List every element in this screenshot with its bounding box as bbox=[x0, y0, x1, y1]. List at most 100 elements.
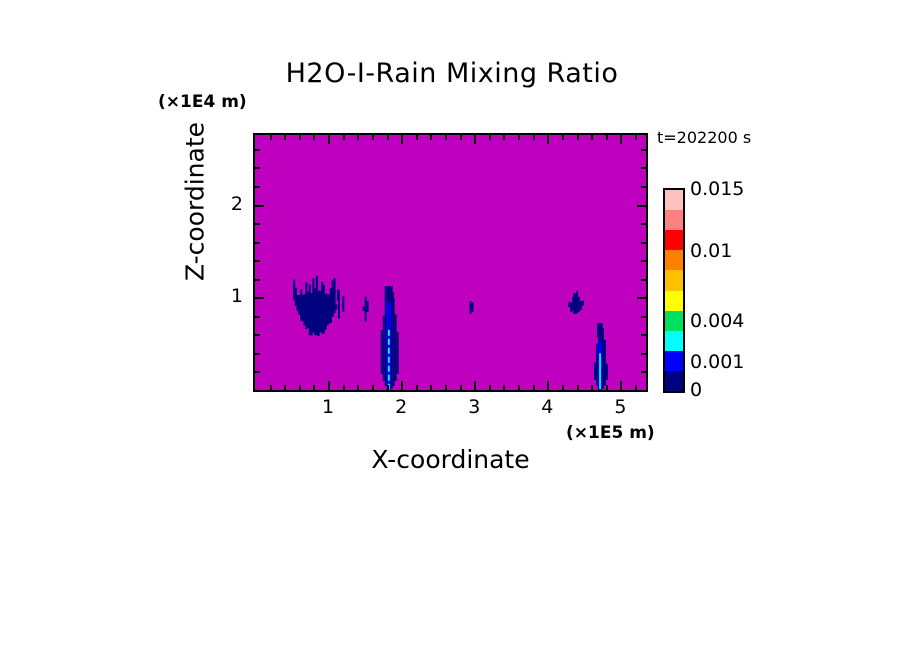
x-minor-tick bbox=[342, 385, 345, 390]
y-minor-tick bbox=[255, 186, 260, 188]
x-minor-tick bbox=[459, 385, 462, 390]
x-minor-tick bbox=[488, 385, 491, 390]
x-major-tick bbox=[547, 381, 550, 390]
x-minor-tick-top bbox=[635, 135, 638, 140]
y-tick-label: 1 bbox=[230, 285, 243, 308]
x-minor-tick-top bbox=[488, 135, 491, 140]
y-minor-tick-right bbox=[641, 223, 646, 226]
x-minor-tick bbox=[357, 385, 360, 390]
x-minor-tick-top bbox=[503, 135, 506, 140]
colorbar-tick-label: 0 bbox=[690, 379, 703, 401]
x-tick-label: 4 bbox=[541, 396, 554, 418]
x-tick-label: 2 bbox=[395, 396, 408, 418]
x-minor-tick-top bbox=[298, 135, 301, 140]
x-minor-tick-top bbox=[342, 135, 345, 140]
colorbar-band bbox=[665, 370, 683, 391]
x-minor-tick bbox=[284, 385, 287, 390]
y-axis-title: Z-coordinate bbox=[180, 121, 210, 282]
y-minor-tick bbox=[255, 241, 260, 244]
x-tick-label: 1 bbox=[322, 396, 335, 418]
x-minor-tick bbox=[605, 385, 608, 390]
x-major-tick bbox=[474, 381, 477, 390]
y-major-tick bbox=[255, 204, 264, 207]
y-minor-tick-right bbox=[641, 148, 646, 151]
plot-area bbox=[253, 133, 648, 392]
colorbar-tick-label: 0.004 bbox=[690, 310, 745, 333]
colorbar-band bbox=[665, 310, 683, 331]
x-minor-tick-top bbox=[591, 135, 594, 140]
x-major-tick-top bbox=[401, 135, 404, 144]
x-axis-title: X-coordinate bbox=[371, 445, 530, 474]
heatmap-field bbox=[255, 135, 646, 390]
page-title: H2O-I-Rain Mixing Ratio bbox=[285, 58, 619, 89]
time-annotation: t=202200 s bbox=[657, 128, 752, 147]
y-minor-tick-right bbox=[641, 278, 646, 281]
x-minor-tick-top bbox=[415, 135, 418, 140]
y-axis-units-label: (×1E4 m) bbox=[158, 92, 247, 112]
x-minor-tick-top bbox=[605, 135, 608, 140]
y-minor-tick bbox=[255, 352, 260, 355]
x-minor-tick bbox=[591, 385, 594, 390]
y-minor-tick bbox=[255, 334, 260, 337]
x-major-tick-top bbox=[547, 135, 550, 144]
colorbar-band bbox=[665, 210, 683, 231]
x-minor-tick-top bbox=[532, 135, 535, 140]
y-minor-tick-right bbox=[641, 352, 646, 355]
y-minor-tick-right bbox=[641, 167, 646, 170]
x-minor-tick-top bbox=[518, 135, 521, 140]
y-minor-tick bbox=[255, 315, 260, 318]
y-minor-tick-right bbox=[641, 186, 646, 188]
colorbar-band bbox=[665, 330, 683, 351]
x-minor-tick bbox=[503, 385, 506, 390]
y-minor-tick-right bbox=[641, 260, 646, 263]
y-minor-tick bbox=[255, 278, 260, 281]
y-minor-tick bbox=[255, 223, 260, 226]
x-minor-tick bbox=[269, 385, 272, 390]
x-major-tick-top bbox=[620, 135, 623, 144]
x-minor-tick-top bbox=[371, 135, 374, 140]
y-minor-tick bbox=[255, 167, 260, 170]
y-minor-tick bbox=[255, 260, 260, 263]
y-minor-tick-right bbox=[641, 241, 646, 244]
y-tick-label: 2 bbox=[230, 192, 243, 215]
x-minor-tick-top bbox=[430, 135, 433, 140]
colorbar-tick-label: 0.01 bbox=[690, 239, 733, 262]
x-minor-tick bbox=[576, 385, 579, 390]
colorbar-band bbox=[665, 230, 683, 251]
y-major-tick bbox=[255, 297, 264, 300]
x-minor-tick-top bbox=[445, 135, 448, 140]
y-minor-tick-right bbox=[641, 315, 646, 318]
y-minor-tick bbox=[255, 371, 260, 374]
colorbar-tick-label: 0.001 bbox=[690, 351, 745, 374]
x-minor-tick bbox=[371, 385, 374, 390]
x-minor-tick bbox=[430, 385, 433, 390]
x-minor-tick-top bbox=[459, 135, 462, 140]
x-axis-units-label: (×1E5 m) bbox=[566, 423, 655, 443]
x-minor-tick-top bbox=[576, 135, 579, 140]
x-minor-tick bbox=[313, 385, 316, 390]
x-minor-tick bbox=[532, 385, 535, 390]
y-major-tick-right bbox=[637, 204, 646, 207]
colorbar-band bbox=[665, 290, 683, 311]
x-minor-tick bbox=[561, 385, 564, 390]
x-minor-tick-top bbox=[284, 135, 287, 140]
x-tick-label: 3 bbox=[468, 396, 481, 418]
y-minor-tick bbox=[255, 148, 260, 151]
x-minor-tick bbox=[445, 385, 448, 390]
colorbar-band bbox=[665, 350, 683, 371]
x-minor-tick bbox=[635, 385, 638, 390]
colorbar-band bbox=[665, 270, 683, 291]
x-minor-tick-top bbox=[313, 135, 316, 140]
x-tick-label: 5 bbox=[614, 396, 627, 418]
y-minor-tick-right bbox=[641, 371, 646, 374]
y-major-tick-right bbox=[637, 297, 646, 300]
colorbar bbox=[663, 188, 685, 393]
colorbar-band bbox=[665, 190, 683, 211]
y-minor-tick-right bbox=[641, 334, 646, 337]
x-minor-tick-top bbox=[357, 135, 360, 140]
x-minor-tick bbox=[386, 385, 389, 390]
x-minor-tick bbox=[518, 385, 521, 390]
x-major-tick bbox=[620, 381, 623, 390]
colorbar-band bbox=[665, 250, 683, 271]
